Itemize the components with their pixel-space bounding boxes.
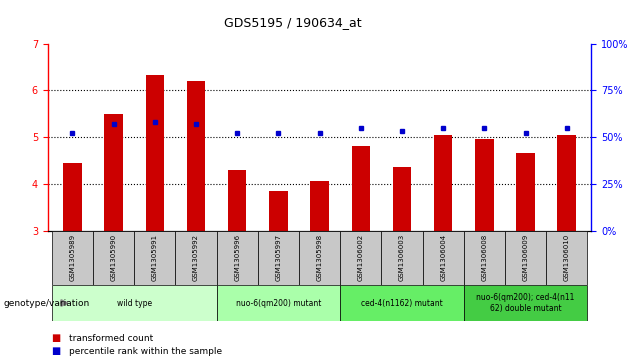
Text: ■: ■ [51,333,60,343]
Text: GDS5195 / 190634_at: GDS5195 / 190634_at [224,16,361,29]
Text: percentile rank within the sample: percentile rank within the sample [69,347,222,356]
Bar [134,231,176,285]
Bar [352,146,370,231]
Bar [187,81,205,231]
Text: GSM1305998: GSM1305998 [317,234,322,281]
Text: GSM1306010: GSM1306010 [563,234,570,281]
Text: nuo-6(qm200) mutant: nuo-6(qm200) mutant [236,299,321,307]
Text: GSM1306004: GSM1306004 [440,234,446,281]
Text: GSM1305990: GSM1305990 [111,234,116,281]
Bar [63,163,81,231]
Bar [217,231,258,285]
Bar [228,170,247,231]
Text: ced-4(n1162) mutant: ced-4(n1162) mutant [361,299,443,307]
Bar [434,135,452,231]
Text: GSM1306009: GSM1306009 [523,234,529,281]
Text: GSM1305991: GSM1305991 [152,234,158,281]
Bar [340,231,382,285]
Bar [299,231,340,285]
Bar [176,231,217,285]
Text: GSM1305997: GSM1305997 [275,234,281,281]
Text: GSM1306003: GSM1306003 [399,234,405,281]
Text: GSM1306002: GSM1306002 [358,234,364,281]
Bar [146,76,164,231]
Text: GSM1306008: GSM1306008 [481,234,487,281]
Bar [382,231,422,285]
Text: GSM1305992: GSM1305992 [193,234,199,281]
Bar [464,231,505,285]
Bar [475,139,494,231]
Text: GSM1305989: GSM1305989 [69,234,76,281]
Bar [546,231,588,285]
Bar [464,285,588,321]
Text: nuo-6(qm200); ced-4(n11
62) double mutant: nuo-6(qm200); ced-4(n11 62) double mutan… [476,293,575,313]
Bar [310,182,329,231]
Text: ■: ■ [51,346,60,356]
Bar [558,135,576,231]
Text: GSM1305996: GSM1305996 [234,234,240,281]
Bar [258,231,299,285]
Text: wild type: wild type [116,299,152,307]
Bar [269,191,287,231]
Bar [93,231,134,285]
Bar [217,285,340,321]
Bar [52,231,93,285]
Bar [340,285,464,321]
Bar [505,231,546,285]
Bar [52,285,217,321]
Text: genotype/variation: genotype/variation [3,299,90,308]
Bar [422,231,464,285]
Bar [392,167,411,231]
Text: transformed count: transformed count [69,334,153,343]
Bar [104,114,123,231]
Bar [516,154,535,231]
